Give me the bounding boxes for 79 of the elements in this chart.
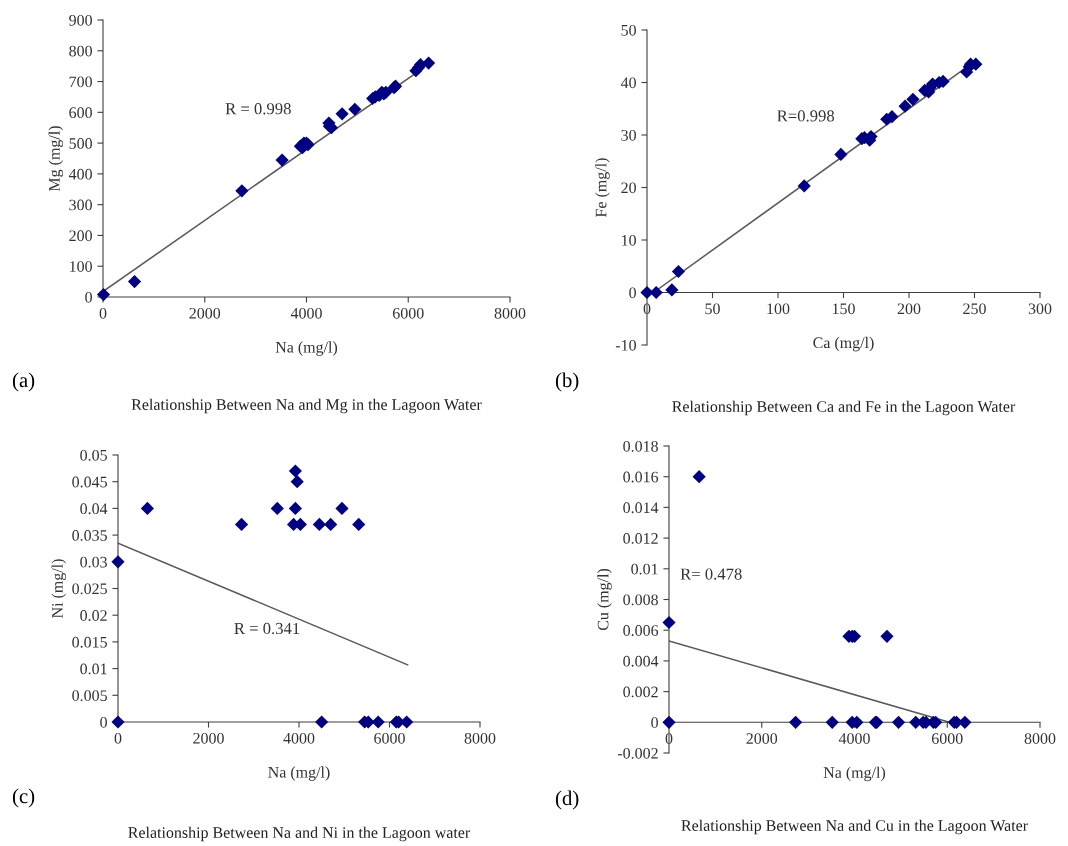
y-tick-label: 0.016 — [623, 471, 659, 483]
y-tick-label: 0.025 — [72, 583, 107, 595]
x-axis-title: Ca (mg/l) — [813, 336, 874, 352]
text: Relationship Between Ca and Fe in the Lagoon Water — [672, 400, 1016, 416]
y-tick-label: 0.05 — [80, 449, 107, 461]
y-tick-label: 0 — [100, 716, 107, 728]
y-tick-label: 700 — [69, 76, 92, 88]
x-tick-label: 200 — [897, 303, 921, 315]
x-tick-label: 300 — [1028, 303, 1052, 315]
y-axis-title: Ni (mg/l) — [51, 559, 67, 618]
y-tick-label: 100 — [70, 261, 92, 272]
x-tick-label: 150 — [832, 303, 855, 315]
y-tick-label: 0.005 — [72, 690, 107, 702]
y-tick-label: 0 — [85, 291, 92, 303]
text: (a) — [12, 372, 35, 392]
y-tick-label: 30 — [621, 129, 636, 141]
y-tick-label: 40 — [620, 77, 636, 89]
x-tick-label: 8000 — [494, 307, 526, 319]
y-tick-label: 0.035 — [72, 530, 107, 541]
x-axis-title: Na (mg/l) — [823, 766, 886, 782]
y-tick-label: 400 — [68, 168, 92, 180]
y-tick-label: 0.002 — [623, 686, 658, 698]
y-tick-label: 0.01 — [631, 563, 658, 575]
y-tick-label: 0.01 — [80, 663, 107, 675]
x-tick-label: 4000 — [290, 307, 322, 319]
y-tick-label: 0 — [629, 287, 636, 299]
y-tick-label: 900 — [69, 14, 92, 26]
y-tick-label: 0.02 — [80, 610, 107, 621]
x-tick-label: 0 — [114, 732, 122, 744]
x-tick-label: 100 — [767, 303, 790, 315]
text: (d) — [555, 790, 579, 810]
y-tick-label: 0.018 — [623, 440, 658, 452]
text: Relationship Between Na and Mg in the Lagoon Water — [131, 398, 482, 414]
x-tick-label: 8000 — [464, 732, 496, 744]
y-tick-label: 0.015 — [72, 636, 107, 648]
y-tick-label: 0.04 — [80, 503, 108, 515]
text: (c) — [12, 788, 35, 808]
y-axis-title: Cu (mg/l) — [597, 568, 612, 631]
annotation: R= 0.478 — [680, 568, 742, 580]
x-tick-label: 8000 — [1024, 733, 1056, 744]
y-tick-label: 200 — [69, 230, 92, 242]
y-tick-label: 0.008 — [623, 594, 658, 606]
y-tick-label: 50 — [621, 24, 636, 36]
y-tick-label: 0.012 — [623, 533, 658, 544]
x-tick-label: 0 — [665, 733, 673, 744]
x-tick-label: 6000 — [392, 307, 424, 319]
y-tick-label: 0.045 — [72, 476, 107, 488]
y-tick-label: -10 — [615, 339, 636, 351]
x-tick-label: 2000 — [193, 732, 224, 744]
annotation: R=0.998 — [777, 110, 835, 122]
y-tick-label: 800 — [69, 45, 92, 57]
y-tick-label: 0.03 — [80, 556, 107, 568]
annotation: R = 0.998 — [225, 103, 291, 115]
text: Relationship Between Na and Ni in the Lagoon water — [128, 826, 471, 842]
y-axis-title: Fe (mg/l) — [595, 158, 610, 217]
y-tick-label: 300 — [69, 199, 92, 211]
y-tick-label: 20 — [621, 182, 636, 194]
x-tick-label: 4000 — [283, 732, 315, 744]
y-tick-label: -0.002 — [617, 747, 658, 759]
y-tick-label: 0.014 — [623, 502, 659, 514]
x-tick-label: 2000 — [189, 307, 221, 319]
text: (b) — [555, 372, 579, 392]
x-tick-label: 4000 — [838, 733, 870, 744]
x-axis-title: Na (mg/l) — [275, 341, 338, 356]
y-tick-label: 10 — [622, 234, 636, 246]
x-tick-label: 6000 — [374, 732, 405, 744]
y-tick-label: 500 — [69, 138, 92, 149]
y-tick-label: 0.006 — [623, 625, 659, 636]
x-tick-label: 6000 — [931, 733, 963, 744]
annotation: R = 0.341 — [234, 622, 300, 635]
text: Relationship Between Na and Cu in the Lagoon Water — [681, 819, 1028, 835]
y-tick-label: 0 — [651, 717, 658, 728]
x-tick-label: 250 — [963, 303, 986, 315]
y-tick-label: 600 — [69, 107, 92, 119]
x-axis-title: Na (mg/l) — [268, 766, 330, 781]
y-tick-label: 0.004 — [623, 655, 659, 667]
x-tick-label: 2000 — [746, 733, 778, 744]
y-axis-title: Mg (mg/l) — [48, 126, 64, 192]
x-tick-label: 50 — [705, 303, 720, 315]
